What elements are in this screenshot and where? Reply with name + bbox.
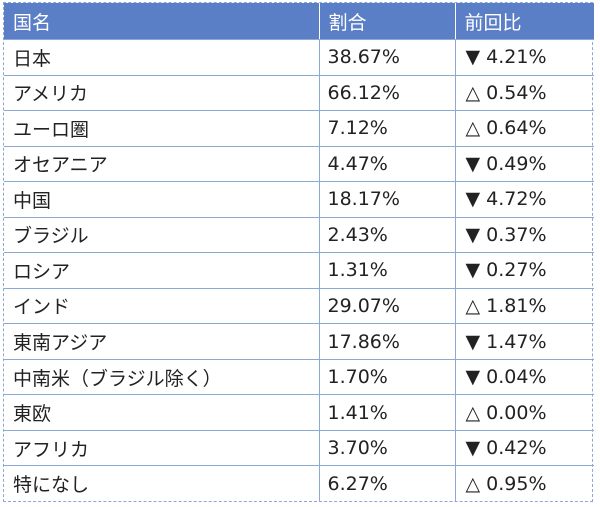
share-cell: 3.70%: [319, 430, 456, 467]
share-cell: 4.47%: [319, 146, 456, 183]
change-cell: ▼ 0.04%: [455, 359, 594, 396]
share-cell: 18.17%: [319, 181, 456, 218]
header-share: 割合: [319, 3, 456, 40]
country-share-table: 国名 割合 前回比 日本 38.67% ▼ 4.21% アメリカ 66.12% …: [4, 3, 594, 501]
share-cell: 2.43%: [319, 217, 456, 254]
change-cell: ▼ 0.27%: [455, 252, 594, 289]
table-row: ロシア 1.31% ▼ 0.27%: [4, 252, 594, 289]
share-cell: 66.12%: [319, 75, 456, 112]
header-change: 前回比: [455, 3, 594, 40]
table-row: インド 29.07% △ 1.81%: [4, 288, 594, 325]
country-cell: 東欧: [4, 394, 320, 431]
table-row: ブラジル 2.43% ▼ 0.37%: [4, 217, 594, 254]
country-share-table-container: 国名 割合 前回比 日本 38.67% ▼ 4.21% アメリカ 66.12% …: [3, 2, 594, 502]
table-row: 中国 18.17% ▼ 4.72%: [4, 181, 594, 218]
change-cell: △ 1.81%: [455, 288, 594, 325]
table-row: アフリカ 3.70% ▼ 0.42%: [4, 430, 594, 467]
share-cell: 6.27%: [319, 465, 456, 501]
change-cell: ▼ 4.21%: [455, 39, 594, 76]
table-row: オセアニア 4.47% ▼ 0.49%: [4, 146, 594, 183]
table-row: 東欧 1.41% △ 0.00%: [4, 394, 594, 431]
table-header-row: 国名 割合 前回比: [4, 3, 594, 40]
table-row: 特になし 6.27% △ 0.95%: [4, 465, 594, 501]
table-row: ユーロ圏 7.12% △ 0.64%: [4, 110, 594, 147]
change-cell: △ 0.00%: [455, 394, 594, 431]
share-cell: 7.12%: [319, 110, 456, 147]
table-row: アメリカ 66.12% △ 0.54%: [4, 75, 594, 112]
country-cell: インド: [4, 288, 320, 325]
country-cell: アメリカ: [4, 75, 320, 112]
country-cell: 中国: [4, 181, 320, 218]
country-cell: ユーロ圏: [4, 110, 320, 147]
change-cell: ▼ 0.42%: [455, 430, 594, 467]
change-cell: ▼ 4.72%: [455, 181, 594, 218]
table-row: 東南アジア 17.86% ▼ 1.47%: [4, 323, 594, 360]
share-cell: 17.86%: [319, 323, 456, 360]
change-cell: ▼ 0.49%: [455, 146, 594, 183]
country-cell: アフリカ: [4, 430, 320, 467]
share-cell: 29.07%: [319, 288, 456, 325]
change-cell: △ 0.54%: [455, 75, 594, 112]
header-country: 国名: [4, 3, 320, 40]
change-cell: △ 0.64%: [455, 110, 594, 147]
country-cell: 東南アジア: [4, 323, 320, 360]
table-row: 日本 38.67% ▼ 4.21%: [4, 39, 594, 76]
country-cell: オセアニア: [4, 146, 320, 183]
country-cell: ブラジル: [4, 217, 320, 254]
share-cell: 38.67%: [319, 39, 456, 76]
country-cell: 特になし: [4, 465, 320, 501]
change-cell: ▼ 1.47%: [455, 323, 594, 360]
change-cell: ▼ 0.37%: [455, 217, 594, 254]
share-cell: 1.70%: [319, 359, 456, 396]
share-cell: 1.41%: [319, 394, 456, 431]
country-cell: 中南米（ブラジル除く）: [4, 359, 320, 396]
change-cell: △ 0.95%: [465, 472, 547, 495]
share-cell: 1.31%: [319, 252, 456, 289]
country-cell: ロシア: [4, 252, 320, 289]
table-row: 中南米（ブラジル除く） 1.70% ▼ 0.04%: [4, 359, 594, 396]
country-cell: 日本: [4, 39, 320, 76]
